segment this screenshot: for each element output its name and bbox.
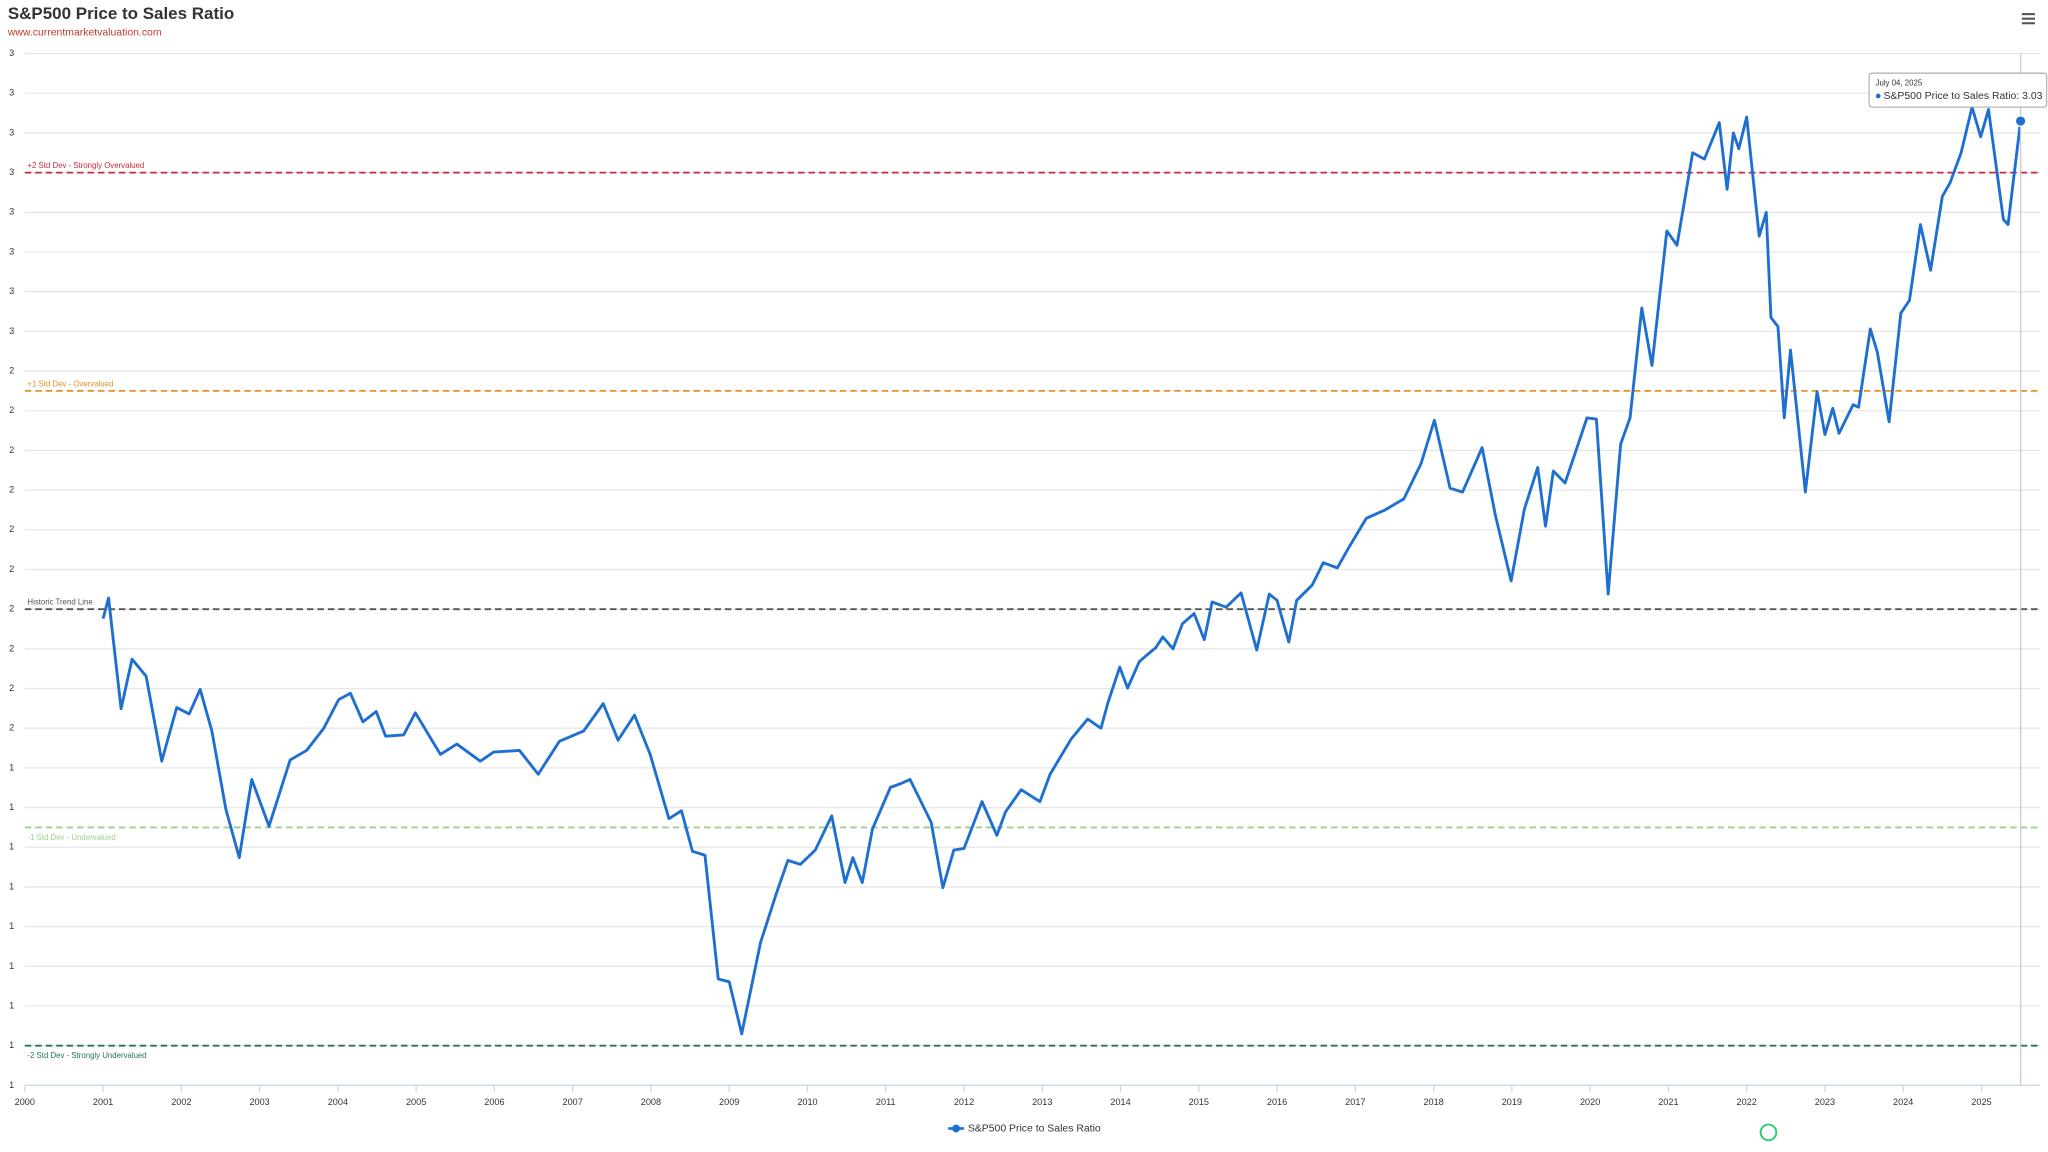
x-tick-label: 2016	[1267, 1097, 1287, 1107]
x-tick-label: 2006	[484, 1097, 504, 1107]
y-tick-label: 1	[9, 802, 14, 812]
legend-label: S&P500 Price to Sales Ratio	[968, 1123, 1101, 1134]
x-tick-label: 2003	[249, 1097, 269, 1107]
x-tick-label: 2021	[1658, 1097, 1678, 1107]
plot-line-label: -1 Std Dev - Undervalued	[27, 833, 115, 842]
x-tick-label: 2019	[1502, 1097, 1522, 1107]
x-tick-label: 2013	[1032, 1097, 1052, 1107]
y-tick-label: 3	[9, 127, 14, 137]
x-tick-label: 2008	[641, 1097, 661, 1107]
x-tick-label: 2025	[1971, 1097, 1991, 1107]
y-tick-label: 2	[9, 723, 14, 733]
plot-line-label: +2 Std Dev - Strongly Overvalued	[27, 161, 144, 170]
y-tick-label: 3	[9, 48, 14, 58]
y-tick-label: 2	[9, 683, 14, 693]
y-tick-label: 1	[9, 961, 14, 971]
y-tick-label: 2	[9, 604, 14, 614]
y-tick-label: 3	[9, 246, 14, 256]
y-tick-label: 3	[9, 167, 14, 177]
series-line	[101, 105, 2023, 1036]
y-tick-label: 2	[9, 445, 14, 455]
x-tick-label: 2023	[1815, 1097, 1835, 1107]
y-tick-label: 1	[9, 881, 14, 891]
x-tick-label: 2011	[876, 1097, 896, 1107]
y-tick-label: 1	[9, 1080, 14, 1090]
y-tick-label: 2	[9, 485, 14, 495]
tooltip-dot	[1875, 93, 1881, 99]
y-tick-label: 1	[9, 762, 14, 772]
y-tick-label: 3	[9, 286, 14, 296]
x-tick-label: 2005	[406, 1097, 426, 1107]
y-tick-label: 3	[9, 88, 14, 98]
y-tick-label: 1	[9, 1040, 14, 1050]
tooltip-date: July 04, 2025	[1876, 79, 1923, 88]
x-tick-label: 2014	[1110, 1097, 1130, 1107]
x-tick-label: 2002	[171, 1097, 191, 1107]
legend-item: S&P500 Price to Sales Ratio	[948, 1123, 1101, 1134]
y-tick-label: 1	[9, 842, 14, 852]
tooltip-box	[1868, 72, 2048, 108]
plot-line-label: Historic Trend Line	[27, 598, 92, 607]
y-tick-label: 2	[9, 405, 14, 415]
x-tick-label: 2024	[1893, 1097, 1913, 1107]
x-tick-label: 2009	[719, 1097, 739, 1107]
chart-title: S&P500 Price to Sales Ratio	[8, 4, 234, 23]
x-tick-label: 2004	[328, 1097, 348, 1107]
x-tick-label: 2015	[1189, 1097, 1209, 1107]
x-tick-label: 2017	[1345, 1097, 1365, 1107]
x-tick-label: 2020	[1580, 1097, 1600, 1107]
plot-line-label: +1 Std Dev - Overvalued	[27, 379, 113, 388]
y-tick-label: 2	[9, 524, 14, 534]
x-tick-label: 2007	[563, 1097, 583, 1107]
y-tick-label: 1	[9, 921, 14, 931]
chart-subtitle: www.currentmarketvaluation.com	[7, 27, 162, 38]
y-tick-label: 2	[9, 365, 14, 375]
y-tick-label: 2	[9, 643, 14, 653]
menu-button[interactable]	[2021, 13, 2035, 25]
x-tick-label: 2000	[15, 1097, 35, 1107]
y-tick-label: 2	[9, 564, 14, 574]
hover-point	[2014, 115, 2027, 127]
x-tick-label: 2018	[1423, 1097, 1443, 1107]
x-tick-label: 2012	[954, 1097, 974, 1107]
legend-dot	[952, 1124, 960, 1133]
y-tick-label: 3	[9, 207, 14, 217]
x-tick-label: 2010	[797, 1097, 817, 1107]
x-tick-label: 2022	[1737, 1097, 1757, 1107]
y-tick-label: 1	[9, 1000, 14, 1010]
x-tick-label: 2001	[93, 1097, 113, 1107]
tooltip-text: S&P500 Price to Sales Ratio: 3.03	[1883, 91, 2042, 102]
plot-line-label: -2 Std Dev - Strongly Undervalued	[27, 1051, 146, 1060]
y-tick-label: 3	[9, 326, 14, 336]
icon	[1759, 1123, 1778, 1142]
tooltip: July 04, 2025 S&P500 Price to Sales Ratio…	[1868, 72, 2048, 108]
